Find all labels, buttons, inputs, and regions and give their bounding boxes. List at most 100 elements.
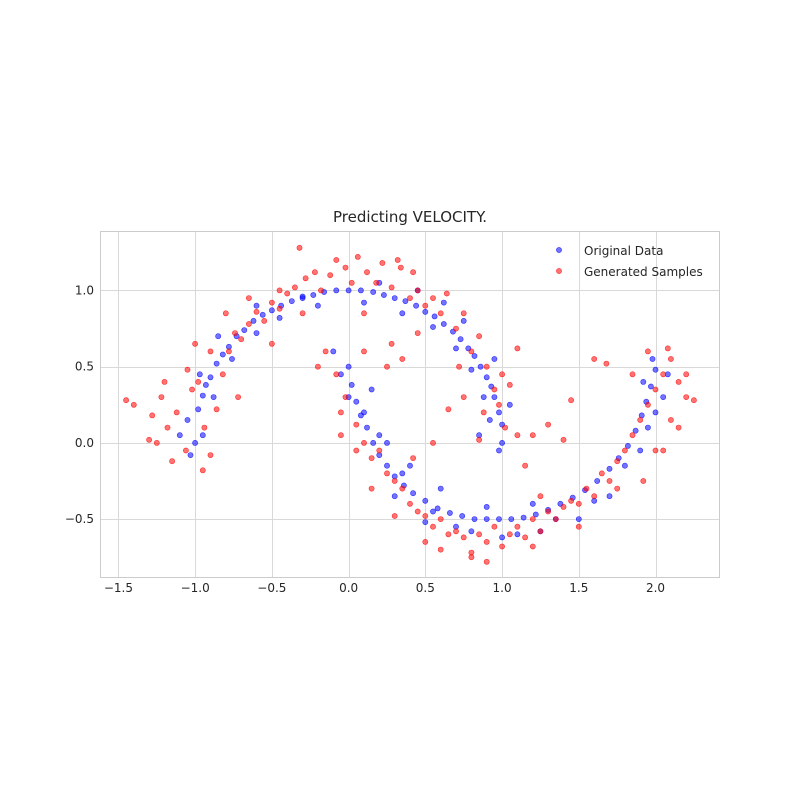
original-data-point	[184, 417, 191, 423]
original-data-point	[368, 386, 375, 393]
generated-sample-point	[529, 543, 536, 550]
original-data-point	[632, 427, 639, 434]
x-tick-label: −1.0	[181, 581, 210, 595]
chart-title: Predicting VELOCITY.	[333, 208, 487, 226]
generated-sample-point	[337, 409, 344, 416]
series-original-data	[176, 279, 671, 541]
original-data-point	[210, 394, 217, 400]
original-data-point	[430, 508, 436, 515]
generated-sample-point	[407, 295, 413, 301]
generated-sample-point	[614, 485, 621, 492]
generated-sample-point	[691, 397, 697, 404]
original-data-point	[606, 465, 613, 472]
original-data-point	[496, 409, 502, 416]
generated-sample-point	[575, 500, 582, 507]
generated-sample-point	[414, 287, 421, 294]
generated-sample-point	[645, 348, 651, 355]
x-tick-label: 0.5	[416, 581, 435, 595]
original-data-point	[402, 298, 409, 304]
generated-sample-point	[506, 531, 513, 538]
generated-sample-point	[453, 325, 459, 332]
original-data-point	[468, 528, 475, 535]
original-data-point	[202, 381, 209, 388]
generated-sample-point	[158, 394, 165, 400]
generated-sample-point	[591, 493, 598, 500]
generated-sample-point	[583, 485, 590, 492]
generated-sample-point	[537, 528, 544, 535]
legend-label-generated: Generated Samples	[584, 265, 703, 279]
x-tick-label: 0.0	[339, 581, 358, 595]
original-data-point	[483, 503, 490, 510]
original-data-point	[384, 439, 390, 446]
generated-sample-point	[333, 257, 340, 263]
generated-sample-point	[483, 539, 490, 545]
generated-sample-point	[207, 452, 214, 458]
generated-sample-point	[522, 462, 528, 469]
generated-sample-point	[652, 386, 659, 393]
generated-sample-point	[245, 321, 252, 327]
original-data-point	[399, 470, 406, 477]
generated-sample-point	[614, 458, 621, 465]
generated-sample-point	[311, 269, 318, 276]
generated-sample-point	[552, 516, 559, 522]
generated-sample-point	[201, 424, 208, 431]
generated-sample-point	[652, 447, 659, 454]
original-data-point	[195, 406, 202, 413]
generated-sample-point	[430, 295, 436, 301]
generated-sample-point	[575, 523, 582, 530]
generated-sample-point	[430, 523, 436, 530]
original-data-point	[361, 299, 367, 306]
y-tick-label: −0.5	[65, 512, 94, 526]
generated-sample-point	[276, 305, 283, 312]
generated-sample-point	[437, 546, 444, 553]
original-data-point	[477, 363, 484, 370]
generated-sample-point	[391, 478, 398, 484]
generated-sample-point	[302, 275, 309, 282]
original-data-point	[431, 313, 438, 320]
original-data-point	[440, 299, 447, 306]
original-data-point	[649, 356, 656, 362]
generated-sample-point	[169, 458, 175, 465]
original-data-point	[196, 371, 203, 378]
generated-sample-point	[660, 371, 667, 378]
original-data-point	[499, 534, 505, 541]
generated-sample-point	[399, 485, 406, 492]
generated-sample-point	[456, 363, 462, 370]
original-data-point	[250, 317, 257, 324]
x-tick-label: −1.5	[104, 581, 133, 595]
generated-sample-point	[184, 366, 191, 373]
generated-sample-point	[368, 455, 375, 461]
generated-sample-point	[480, 409, 487, 416]
y-tick-label: 0.5	[75, 360, 94, 374]
generated-sample-point	[445, 531, 452, 538]
original-data-point	[457, 336, 464, 343]
generated-sample-point	[384, 470, 390, 477]
generated-sample-point	[499, 371, 505, 378]
data-points	[123, 244, 697, 565]
original-data-point	[380, 292, 387, 298]
generated-sample-point	[213, 406, 220, 413]
generated-sample-point	[537, 493, 544, 500]
generated-sample-point	[437, 516, 444, 522]
generated-sample-point	[483, 363, 490, 370]
y-tick-label: 1.0	[75, 283, 94, 297]
original-data-point	[364, 424, 370, 431]
generated-sample-point	[153, 439, 160, 446]
original-data-point	[422, 308, 429, 315]
generated-sample-point	[182, 447, 189, 454]
generated-sample-point	[222, 310, 229, 317]
generated-sample-point	[468, 348, 475, 355]
legend-marker-original	[556, 247, 562, 253]
generated-sample-point	[268, 299, 275, 306]
original-data-point	[532, 511, 539, 518]
generated-sample-point	[245, 295, 252, 301]
generated-sample-point	[238, 336, 245, 343]
original-data-point	[422, 497, 429, 504]
generated-sample-point	[606, 478, 613, 484]
original-data-point	[215, 333, 222, 340]
generated-sample-point	[161, 378, 168, 385]
original-data-point	[253, 302, 260, 309]
generated-sample-point	[591, 356, 598, 362]
original-data-point	[391, 493, 398, 500]
generated-sample-point	[327, 272, 334, 279]
